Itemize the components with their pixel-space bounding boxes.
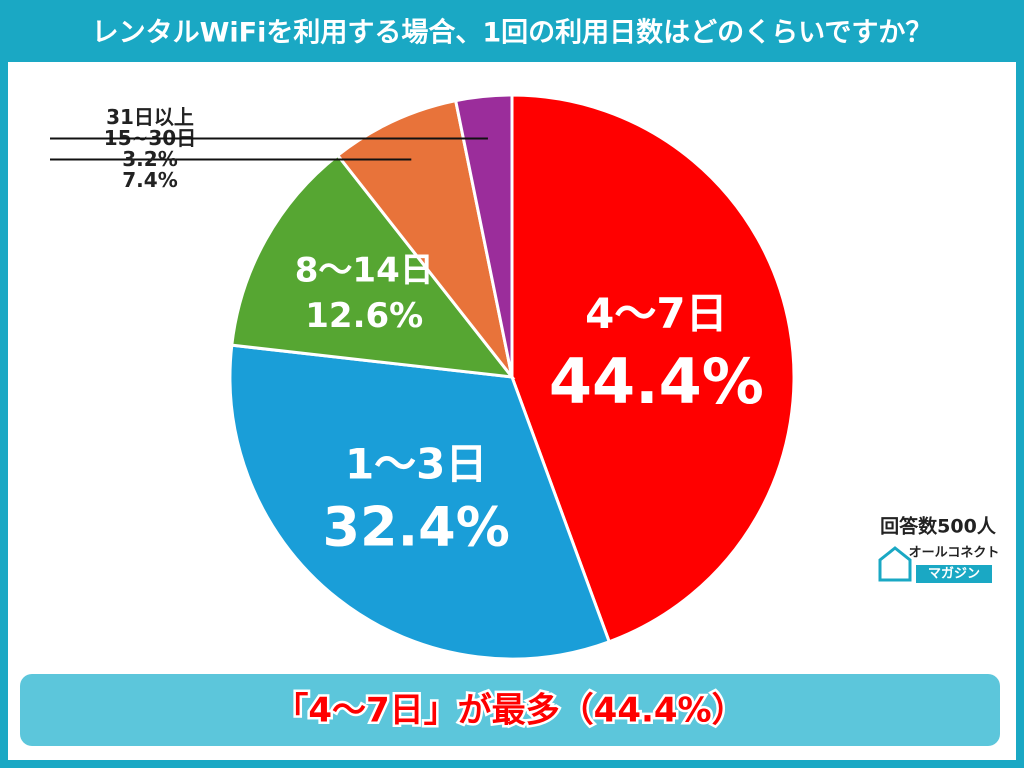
footer-text: 「4～7日」が最多（44.4%）	[274, 691, 745, 731]
slice	[230, 153, 516, 379]
slice-category: 8～14日	[295, 250, 434, 290]
logo-icon	[878, 546, 912, 582]
slice-category: 31日以上	[106, 105, 194, 129]
pie	[228, 93, 796, 661]
brand: オールコネクト	[909, 546, 1000, 561]
slice	[453, 93, 514, 378]
slice-value: 7.4%	[122, 168, 177, 192]
brand-sub: マガジン	[928, 567, 980, 582]
slice	[510, 93, 796, 644]
footer-box	[20, 674, 1000, 746]
slice	[228, 343, 612, 661]
logo: オールコネクト マガジン	[878, 546, 1000, 583]
slice-value: 32.4%	[322, 496, 509, 559]
chart-title: レンタルWiFiを利用する場合、1回の利用日数はどのくらいですか？	[92, 17, 933, 49]
slice-value: 12.6%	[305, 296, 423, 336]
slice-category: 4～7日	[585, 289, 727, 338]
slice-value: 44.4%	[549, 345, 764, 418]
note: 回答数500人	[880, 515, 997, 538]
logo-badge	[916, 565, 992, 583]
slice-value: 3.2%	[122, 147, 177, 171]
slice-category: 1～3日	[345, 439, 487, 488]
